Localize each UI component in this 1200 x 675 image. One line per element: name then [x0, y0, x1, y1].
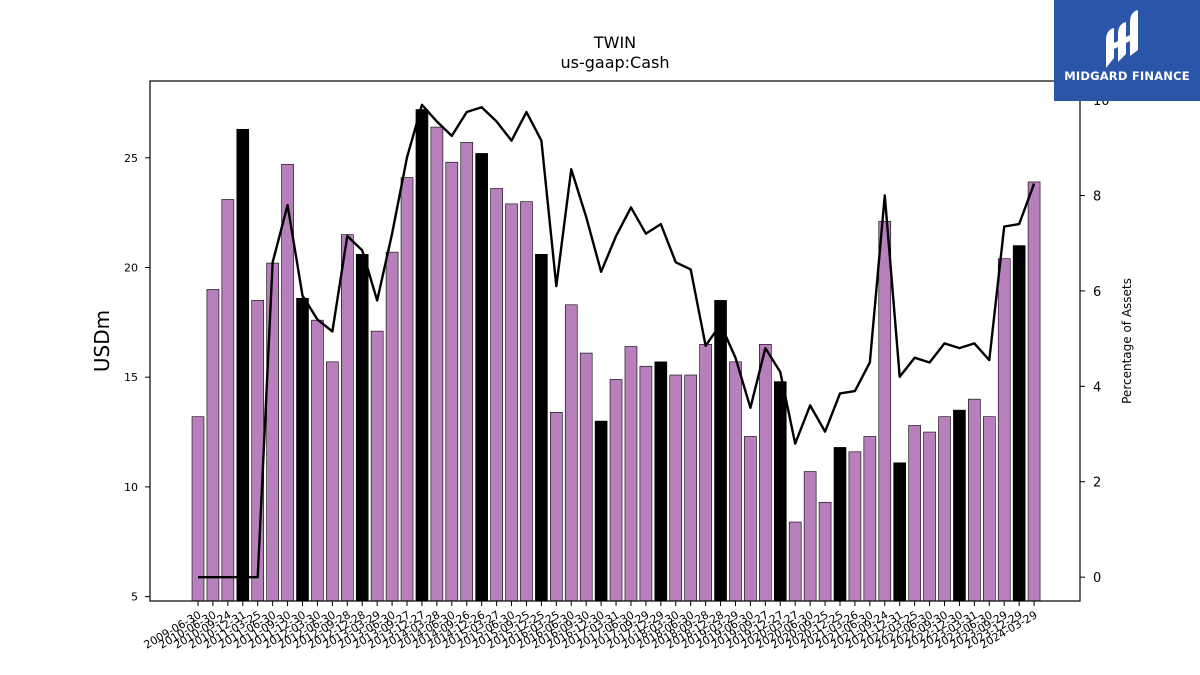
bar: [744, 436, 757, 602]
y2-tick-label: 6: [1093, 285, 1101, 300]
bar: [684, 374, 697, 602]
bar: [968, 398, 981, 602]
bar: [953, 409, 966, 602]
bar: [833, 447, 847, 602]
bar: [326, 361, 339, 602]
chart-title: TWIN: [593, 33, 636, 52]
bar: [206, 289, 220, 602]
bar: [430, 126, 444, 602]
bar: [550, 412, 563, 602]
bar: [460, 142, 474, 602]
bar: [475, 153, 488, 602]
brand-logo: MIDGARD FINANCE: [1054, 0, 1200, 101]
bar: [863, 436, 877, 602]
y-tick-label: 15: [124, 371, 138, 384]
bar: [624, 346, 638, 602]
bar: [788, 521, 802, 602]
bar: [699, 343, 712, 602]
bar: [191, 416, 205, 602]
bar: [609, 379, 623, 602]
bar: [385, 251, 399, 602]
bar: [535, 254, 548, 602]
bar: [982, 416, 996, 602]
bar: [997, 258, 1011, 602]
y2-tick-label: 4: [1093, 380, 1101, 395]
bar: [415, 109, 429, 602]
bar: [773, 381, 787, 602]
y-axis-label: USDm: [90, 310, 114, 372]
bar: [669, 374, 683, 602]
bar: [803, 471, 817, 602]
bar: [490, 188, 503, 602]
x-axis: 2009-06-302010-06-302010-09-242010-12-31…: [142, 601, 1040, 652]
y2-tick-label: 8: [1093, 189, 1101, 204]
bar: [759, 343, 772, 602]
bar: [564, 304, 578, 602]
bar: [878, 221, 892, 602]
bar: [505, 203, 518, 602]
bars-layer: [191, 109, 1041, 602]
bar: [520, 201, 533, 602]
bar: [355, 254, 369, 602]
chart-subtitle: us-gaap:Cash: [560, 53, 669, 72]
bar: [1012, 245, 1026, 602]
bar: [296, 297, 309, 602]
bar: [848, 451, 862, 602]
bar: [266, 262, 279, 602]
y-axis-left: 5 10 15 20 25: [124, 152, 150, 604]
bar: [221, 199, 235, 602]
line-layer: [198, 103, 1036, 579]
y2-axis-label: Percentage of Assets: [1120, 278, 1134, 404]
bar: [818, 501, 832, 602]
bar: [445, 161, 459, 602]
bar: [400, 177, 414, 602]
series-line: [198, 103, 1036, 579]
y-tick-label: 25: [124, 152, 138, 165]
bar: [714, 300, 727, 602]
bar: [923, 431, 936, 602]
bar: [729, 361, 742, 602]
logo-text: MIDGARD FINANCE: [1064, 69, 1190, 83]
bar: [579, 352, 593, 602]
y-tick-label: 5: [131, 591, 138, 604]
y-tick-label: 20: [124, 261, 138, 274]
plot-frame: [149, 80, 1081, 602]
y2-tick-label: 0: [1093, 571, 1101, 586]
bar: [893, 462, 907, 602]
y2-tick-label: 2: [1093, 476, 1101, 491]
bar: [311, 319, 324, 602]
bar: [639, 365, 653, 602]
bar: [594, 420, 608, 602]
bar: [236, 128, 250, 602]
bar: [370, 330, 384, 602]
logo-mark-icon: [1106, 10, 1138, 68]
bar: [340, 234, 354, 602]
bar: [654, 361, 668, 602]
bar: [938, 416, 951, 602]
y-tick-label: 10: [124, 481, 138, 494]
bar: [1027, 181, 1041, 602]
bar: [908, 425, 921, 602]
